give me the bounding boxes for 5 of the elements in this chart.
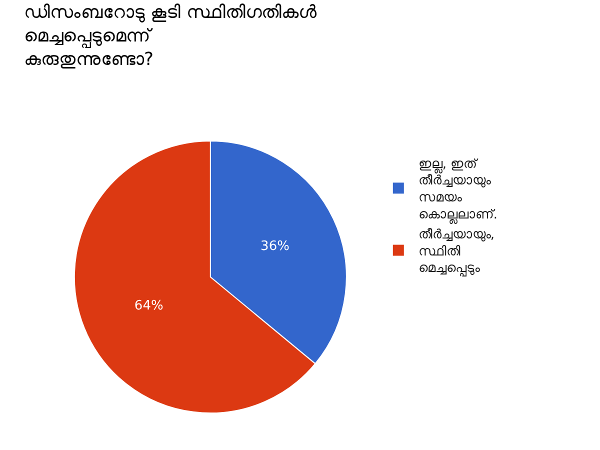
data-label: 36% bbox=[260, 239, 290, 254]
legend-label: ഇല്ല, ഇത് തീർച്ചയായും സമയം കൊല്ലലാണ്. bbox=[418, 156, 498, 225]
data-label: 64% bbox=[134, 298, 164, 314]
legend-label: തീർച്ചയായും, സ്ഥിതി മെച്ചപ്പെടും bbox=[418, 227, 495, 276]
chart-title: ഡിസംബറോടു കൂടി സ്ഥിതിഗതികൾ മെച്ചപ്പെടുമെന്ന് കുരുതുന്നുണ്ടോ? bbox=[24, 2, 318, 70]
